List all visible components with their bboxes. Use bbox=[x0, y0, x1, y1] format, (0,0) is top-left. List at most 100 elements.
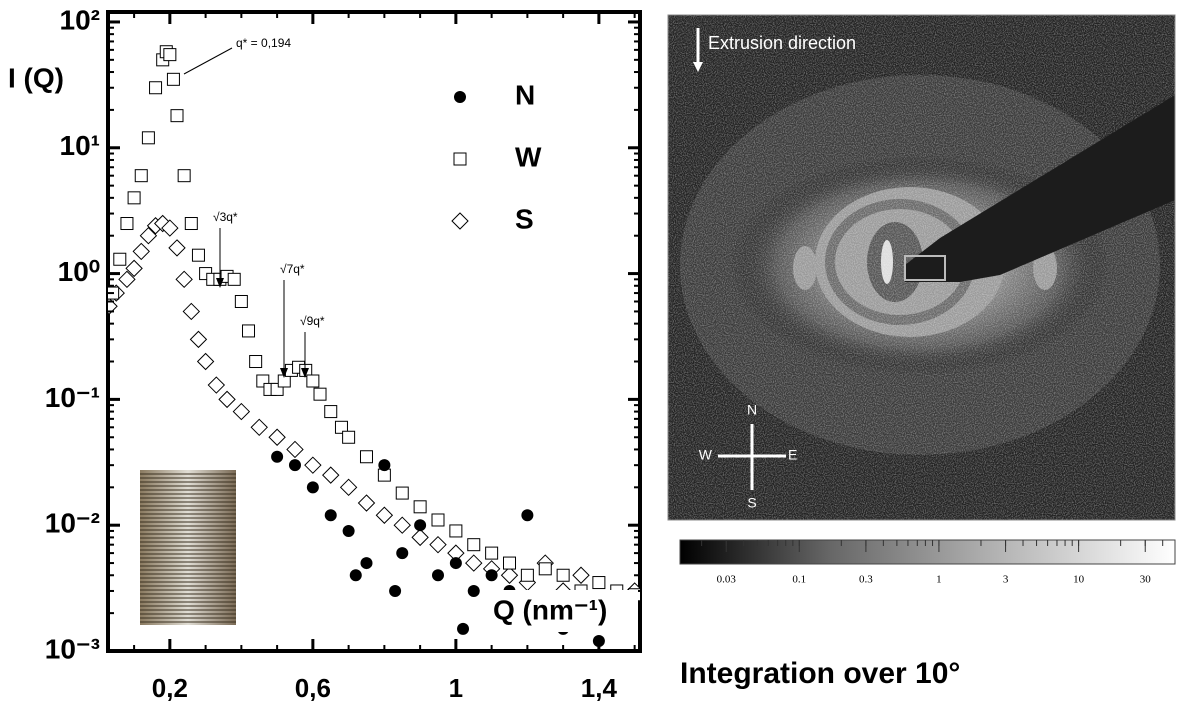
point bbox=[485, 569, 498, 582]
image-frame bbox=[667, 14, 1176, 521]
point bbox=[286, 440, 304, 459]
legend-label: N bbox=[515, 79, 535, 110]
arrow-head bbox=[301, 368, 309, 378]
point bbox=[467, 538, 481, 552]
point bbox=[191, 248, 205, 262]
arrow-head bbox=[216, 278, 224, 288]
point bbox=[218, 390, 236, 409]
compass-label: S bbox=[747, 495, 756, 511]
colorbar-tick-label: 0.3 bbox=[859, 574, 873, 586]
point bbox=[592, 576, 606, 590]
point bbox=[414, 519, 427, 532]
annotations: q* = 0,194 √3q* √7q* √9q* bbox=[183, 36, 325, 378]
point bbox=[120, 217, 134, 231]
point bbox=[349, 569, 362, 582]
legend-marker bbox=[451, 212, 469, 230]
x-tick-label: 1,4 bbox=[581, 673, 618, 703]
x-axis-label: Q (nm⁻¹) bbox=[493, 594, 607, 625]
point bbox=[431, 569, 444, 582]
colorbar-tick-label: 3 bbox=[1003, 574, 1009, 586]
point bbox=[288, 459, 301, 472]
point bbox=[207, 376, 226, 394]
point bbox=[357, 494, 376, 512]
point bbox=[168, 239, 186, 257]
x-label-box bbox=[488, 590, 638, 632]
point bbox=[431, 513, 445, 527]
point bbox=[153, 214, 172, 233]
point bbox=[242, 324, 256, 338]
point bbox=[342, 524, 355, 537]
point bbox=[163, 48, 177, 62]
point bbox=[313, 387, 327, 401]
point bbox=[170, 109, 184, 123]
compass-label: N bbox=[747, 402, 757, 418]
point bbox=[227, 272, 241, 286]
colorbar-tick-label: 0.1 bbox=[792, 574, 806, 586]
point bbox=[429, 535, 447, 554]
point bbox=[268, 428, 286, 446]
point bbox=[232, 402, 251, 421]
inset-photo bbox=[140, 470, 236, 625]
legend-marker bbox=[453, 152, 467, 166]
point bbox=[322, 466, 340, 484]
detector-image bbox=[668, 15, 1175, 520]
colorbar-tick-label: 1 bbox=[936, 574, 942, 586]
point bbox=[141, 131, 155, 145]
point bbox=[250, 418, 268, 437]
point bbox=[538, 562, 552, 576]
arrow bbox=[183, 47, 233, 75]
y-tick-label: 10² bbox=[60, 4, 100, 35]
colorbar bbox=[679, 539, 1176, 565]
point bbox=[465, 554, 483, 572]
annotation: q* = 0,194 bbox=[236, 36, 291, 50]
image-annotation: Extrusion direction bbox=[708, 33, 856, 53]
y-tick-label: 10⁰ bbox=[58, 256, 100, 287]
caption: Integration over 10° bbox=[680, 657, 960, 690]
colorbar-tick-label: 30 bbox=[1140, 574, 1152, 586]
point bbox=[175, 270, 193, 289]
y-axis-label: I (Q) bbox=[8, 62, 64, 93]
point bbox=[467, 584, 480, 597]
point bbox=[132, 242, 150, 261]
annotation: √7q* bbox=[280, 262, 305, 276]
point bbox=[196, 352, 215, 371]
point bbox=[556, 568, 570, 582]
annotation: √9q* bbox=[300, 314, 325, 328]
point bbox=[500, 566, 519, 584]
point bbox=[449, 524, 463, 538]
point bbox=[139, 226, 158, 245]
point bbox=[118, 270, 136, 289]
point bbox=[411, 528, 429, 547]
point bbox=[324, 509, 337, 522]
point bbox=[189, 330, 208, 349]
point bbox=[324, 405, 338, 419]
x-tick-label: 1 bbox=[449, 673, 463, 703]
point bbox=[177, 169, 191, 183]
point bbox=[306, 374, 320, 388]
point bbox=[182, 302, 201, 321]
compass-label: E bbox=[788, 447, 797, 463]
point bbox=[503, 556, 517, 570]
point bbox=[234, 294, 248, 308]
point bbox=[339, 478, 358, 497]
x-tick-label: 0,6 bbox=[295, 673, 331, 703]
point bbox=[149, 81, 163, 95]
point bbox=[375, 506, 394, 524]
arrow-head bbox=[280, 368, 288, 378]
legend-marker bbox=[454, 91, 466, 103]
point bbox=[113, 252, 127, 266]
point bbox=[134, 169, 148, 183]
point bbox=[395, 486, 409, 500]
point bbox=[572, 566, 590, 584]
y-tick-label: 10¹ bbox=[60, 130, 100, 161]
y-tick-label: 10⁻¹ bbox=[45, 382, 100, 413]
point bbox=[304, 456, 322, 474]
compass-label: W bbox=[699, 447, 713, 463]
point bbox=[520, 568, 534, 582]
point bbox=[389, 584, 402, 597]
legend-label: S bbox=[515, 203, 534, 234]
point bbox=[342, 430, 356, 444]
arrow-head bbox=[693, 62, 703, 72]
